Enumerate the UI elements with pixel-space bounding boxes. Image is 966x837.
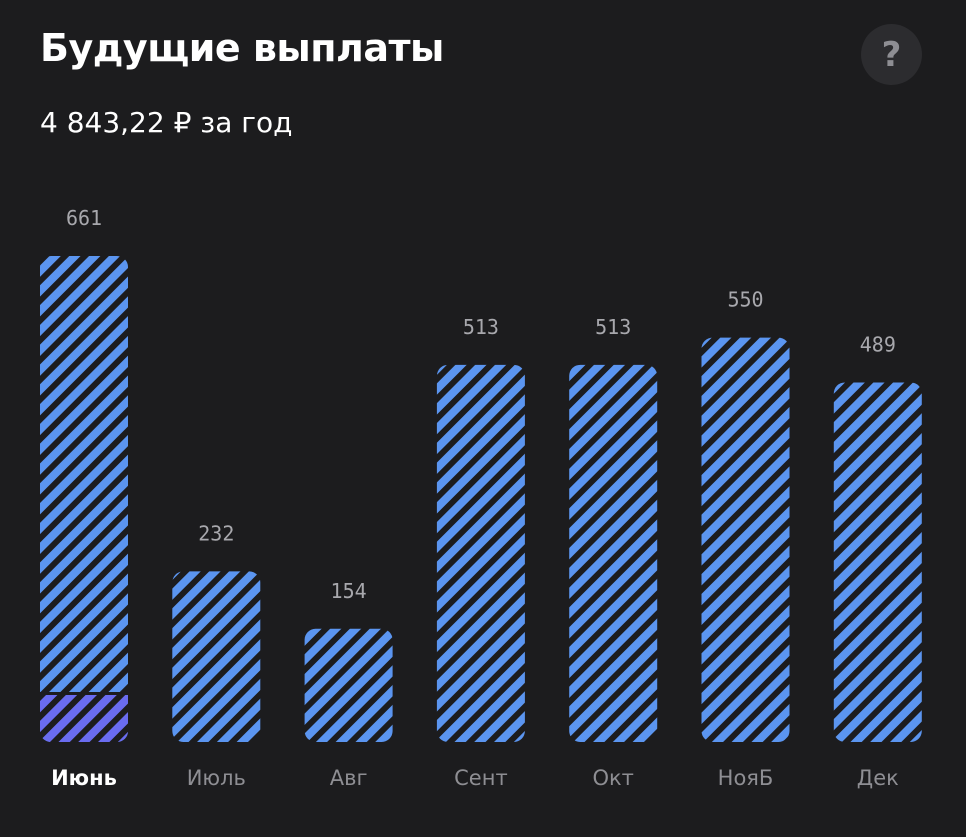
value-label-5: 550 <box>727 288 763 312</box>
month-tab-2[interactable]: Авг <box>330 766 368 790</box>
value-label-1: 232 <box>198 521 234 545</box>
bar-4[interactable] <box>569 364 658 742</box>
bar-6[interactable] <box>833 382 922 742</box>
bar-1[interactable] <box>172 571 261 742</box>
value-label-3: 513 <box>463 315 499 339</box>
question-icon: ? <box>881 34 902 75</box>
bar-5[interactable] <box>701 337 790 742</box>
annual-total: 4 843,22 ₽ за год <box>40 106 293 139</box>
page-title: Будущие выплаты <box>40 26 444 70</box>
value-label-0: 661 <box>66 206 102 230</box>
month-tab-6[interactable]: Дек <box>857 766 899 790</box>
month-tab-5[interactable]: НояБ <box>718 766 774 790</box>
month-tab-0[interactable]: Июнь <box>51 766 117 790</box>
value-label-4: 513 <box>595 315 631 339</box>
value-label-2: 154 <box>331 579 367 603</box>
value-label-6: 489 <box>860 332 896 356</box>
month-tab-3[interactable]: Сент <box>454 766 508 790</box>
bar-0[interactable] <box>40 256 128 742</box>
month-tab-1[interactable]: Июль <box>187 766 246 790</box>
bar-received-segment-0 <box>40 693 128 742</box>
bar-2[interactable] <box>304 628 393 742</box>
help-button[interactable]: ? <box>861 24 922 85</box>
month-tab-4[interactable]: Окт <box>592 766 633 790</box>
bar-3[interactable] <box>436 364 525 742</box>
